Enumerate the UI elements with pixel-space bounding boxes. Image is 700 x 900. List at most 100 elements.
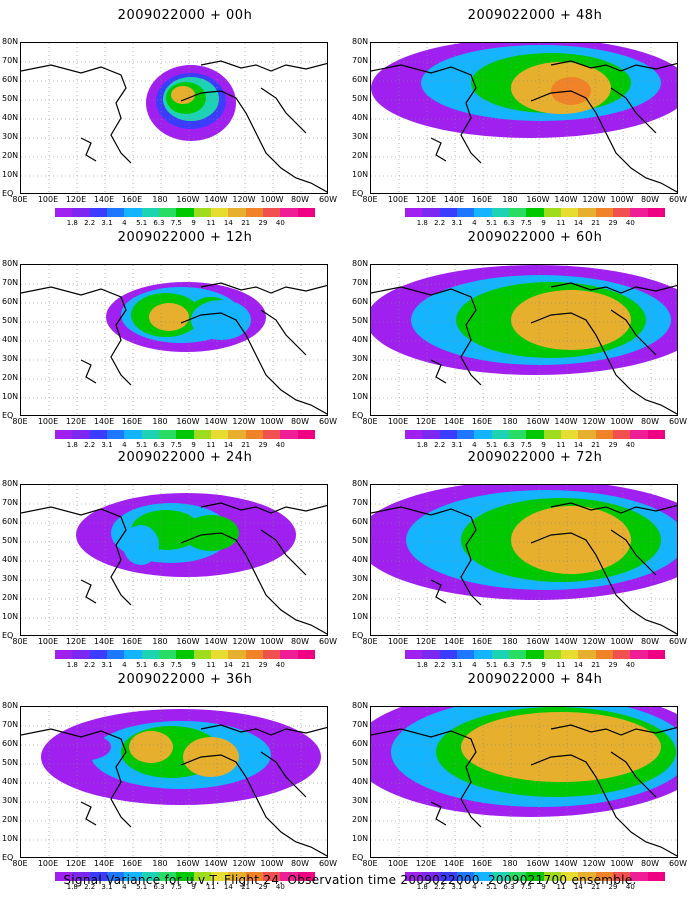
longitude-label: 120E: [65, 637, 87, 646]
longitude-label: 60W: [668, 417, 688, 426]
colorbar-tick-label: 11: [206, 883, 216, 891]
colorbar-swatch: [647, 430, 665, 439]
colorbar-tick-label: 21: [241, 441, 251, 449]
colorbar-labels: 1.8 2.2 3.1 4 5.1 6.3 7.5 9 11 14 21 29 40: [55, 883, 315, 891]
colorbar-tick-label: 2.2: [434, 661, 446, 669]
colorbar-swatch: [543, 430, 561, 439]
colorbar-swatch: [72, 430, 90, 439]
longitude-label: 160W: [526, 859, 550, 868]
colorbar-tick-label: 14: [223, 883, 233, 891]
panel-title: 2009022000 + 24h: [117, 450, 253, 465]
colorbar-tick-label: 21: [241, 661, 251, 669]
colorbar-swatch: [124, 208, 142, 217]
colorbar-swatch: [55, 430, 73, 439]
panel-title: 2009022000 + 72h: [467, 450, 603, 465]
colorbar-swatch: [578, 872, 596, 881]
colorbar-tick-label: 14: [223, 661, 233, 669]
colorbar-tick-label: 3.1: [451, 883, 463, 891]
colorbar-tick-label: 11: [206, 219, 216, 227]
longitude-label: 120E: [415, 859, 437, 868]
colorbar-swatch: [543, 872, 561, 881]
panel-title: 2009022000 + 36h: [117, 672, 253, 687]
map-canvas: [21, 43, 327, 193]
colorbar-swatch: [474, 650, 492, 659]
colorbar-tick-label: 6.3: [153, 883, 165, 891]
colorbar-swatch: [262, 430, 281, 439]
longitude-label: 120E: [415, 637, 437, 646]
longitude-label: 100W: [610, 637, 634, 646]
coastline: [180, 754, 327, 857]
colorbar-labels: 1.8 2.2 3.1 4 5.1 6.3 7.5 9 11 14 21 29 40: [55, 441, 315, 449]
colorbar-swatch: [280, 872, 298, 881]
coastline: [80, 359, 97, 384]
colorbar-swatch: [526, 650, 544, 659]
colorbar-swatch: [210, 650, 229, 659]
colorbar-tick-label: 7.5: [170, 883, 182, 891]
longitude-label: 80E: [12, 637, 28, 646]
colorbar-swatch: [491, 430, 509, 439]
colorbar-swatch: [89, 208, 107, 217]
colorbar-tick-label: 9: [191, 219, 196, 227]
colorbar-swatch: [491, 650, 509, 659]
latitude-label: 70N: [352, 278, 369, 287]
coastline: [550, 60, 677, 72]
colorbar-tick-label: 1.8: [416, 441, 428, 449]
colorbar-swatch: [595, 430, 613, 439]
coastline: [610, 309, 657, 356]
colorbar: [55, 208, 315, 217]
colorbar-swatch: [508, 650, 527, 659]
latitude-label: 50N: [2, 316, 19, 325]
longitude-label: 140E: [93, 195, 115, 204]
longitude-label: 140W: [204, 859, 228, 868]
coastline: [180, 90, 327, 193]
longitude-label: 120W: [582, 417, 606, 426]
colorbar-tick-label: 3.1: [101, 219, 113, 227]
latitude-label: 10N: [352, 392, 369, 401]
longitude-label: 180: [502, 859, 518, 868]
coastline: [550, 282, 677, 294]
coastline: [80, 579, 97, 604]
colorbar-tick-label: 40: [625, 441, 635, 449]
longitude-label: 80W: [640, 417, 660, 426]
coastline: [530, 532, 677, 635]
colorbar-tick-label: 6.3: [503, 219, 515, 227]
colorbar: [405, 208, 665, 217]
latitude-label: EQ: [352, 189, 364, 198]
colorbar-swatch: [543, 208, 561, 217]
colorbar-swatch: [630, 430, 648, 439]
colorbar-tick-label: 29: [258, 441, 268, 449]
colorbar-tick-label: 4: [472, 661, 477, 669]
colorbar-tick-label: 9: [541, 661, 546, 669]
colorbar-tick-label: 1.8: [416, 661, 428, 669]
colorbar-tick-label: 6.3: [503, 883, 515, 891]
colorbar-swatch: [647, 208, 665, 217]
coastline: [430, 359, 447, 384]
latitude-label: 60N: [352, 739, 369, 748]
latitude-label: EQ: [352, 853, 364, 862]
colorbar-swatch: [297, 872, 315, 881]
latitude-label: 50N: [352, 316, 369, 325]
colorbar-swatch: [612, 872, 631, 881]
colorbar-tick-label: 11: [556, 441, 566, 449]
longitude-label: 60W: [668, 859, 688, 868]
map-canvas: [21, 707, 327, 857]
latitude-label: EQ: [2, 631, 14, 640]
colorbar-swatch: [210, 430, 229, 439]
colorbar-swatch: [630, 872, 648, 881]
latitude-label: 60N: [2, 75, 19, 84]
coastline: [80, 137, 97, 162]
longitude-label: 160E: [471, 195, 493, 204]
variance-contour: [129, 731, 173, 763]
colorbar-swatch: [560, 430, 579, 439]
colorbar-swatch: [158, 208, 177, 217]
colorbar-swatch: [89, 650, 107, 659]
colorbar-swatch: [55, 208, 73, 217]
latitude-label: 50N: [2, 758, 19, 767]
colorbar-tick-label: 29: [258, 219, 268, 227]
latitude-label: 30N: [2, 354, 19, 363]
longitude-label: 160W: [176, 417, 200, 426]
variance-contour: [171, 86, 195, 104]
map-canvas: [21, 265, 327, 415]
variance-contour: [461, 712, 661, 782]
colorbar-tick-label: 5.1: [486, 661, 498, 669]
